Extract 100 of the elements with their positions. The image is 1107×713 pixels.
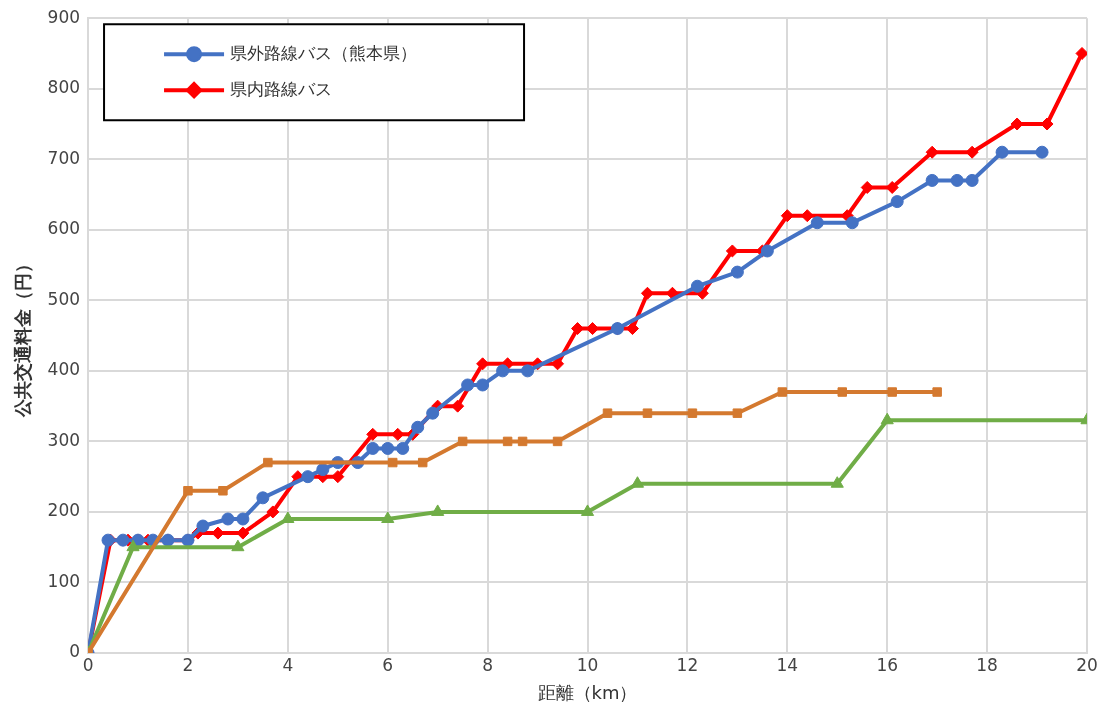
y-tick-label: 700 [47,147,81,168]
point [301,470,315,484]
point [837,387,847,397]
x-tick-label: 14 [776,654,799,675]
point [461,378,475,392]
x-tick-label: 16 [876,654,899,675]
y-tick-label: 300 [47,429,81,450]
point [995,145,1009,159]
point [316,463,330,477]
x-tick-label: 18 [976,654,998,675]
legend-label: 県外路線バス（熊本県） [230,42,418,63]
point [381,511,395,523]
point [890,195,904,209]
point [925,145,939,159]
point [266,505,280,519]
x-tick-label: 0 [82,654,94,675]
point [396,441,410,455]
y-tick-label: 0 [69,641,81,662]
point [885,180,899,194]
point [1075,46,1087,60]
point [431,504,445,516]
point [687,408,698,418]
point [236,512,250,526]
point [642,408,653,418]
x-tick-label: 6 [382,654,394,675]
point [451,399,465,413]
point [780,209,794,223]
point [725,244,739,258]
x-tick-label: 8 [482,654,494,675]
point [476,378,490,392]
point [521,364,535,378]
point [366,441,380,455]
point [1035,145,1049,159]
point [417,457,428,468]
point [810,216,824,230]
point [640,286,654,300]
point [665,286,679,300]
point [800,209,814,223]
point [630,476,645,488]
point [732,408,743,418]
point [366,427,380,441]
point [196,519,210,533]
point [426,406,440,420]
point [502,436,513,447]
point [218,486,228,496]
point [126,539,140,552]
point [830,476,844,488]
point [730,265,744,279]
point [387,457,398,468]
point [690,279,704,293]
y-tick-label: 200 [47,500,81,521]
point [965,173,979,187]
y-tick-label: 100 [47,570,81,591]
point [457,436,468,447]
point [391,427,405,441]
point [551,357,565,371]
point [183,486,193,496]
x-tick-label: 12 [676,654,699,675]
point [777,387,788,397]
point [965,145,979,159]
point [1010,117,1024,131]
point [256,491,270,505]
point [950,173,964,187]
point [411,420,425,434]
point [602,408,613,418]
point [580,504,595,516]
y-tick-label: 900 [47,6,81,27]
y-tick-label: 600 [47,218,81,239]
point [887,387,897,397]
legend-label: 県内路線バス [230,78,333,99]
x-tick-label: 2 [182,654,194,675]
point [571,322,585,336]
point [263,457,273,468]
point [221,512,235,526]
x-axis-title: 距離（km） [537,681,638,703]
x-tick-label: 10 [576,654,599,675]
point [552,436,563,447]
point [925,173,939,187]
point [880,412,894,425]
point [231,539,245,552]
point [116,533,130,547]
point [476,357,490,371]
point [760,244,774,258]
point [331,470,345,484]
point [381,441,395,455]
x-tick-label: 4 [282,654,294,675]
point [586,322,600,336]
point [845,216,859,230]
point [932,387,942,397]
point [517,436,528,447]
point [281,511,295,523]
y-tick-label: 500 [47,288,81,309]
point [496,364,510,378]
point [860,180,874,194]
point [625,322,639,336]
y-tick-label: 800 [47,77,81,98]
point [236,526,250,540]
y-tick-label: 400 [47,359,81,380]
x-tick-label: 20 [1076,654,1098,675]
y-axis-title: 公共交通料金（円） [12,254,34,418]
